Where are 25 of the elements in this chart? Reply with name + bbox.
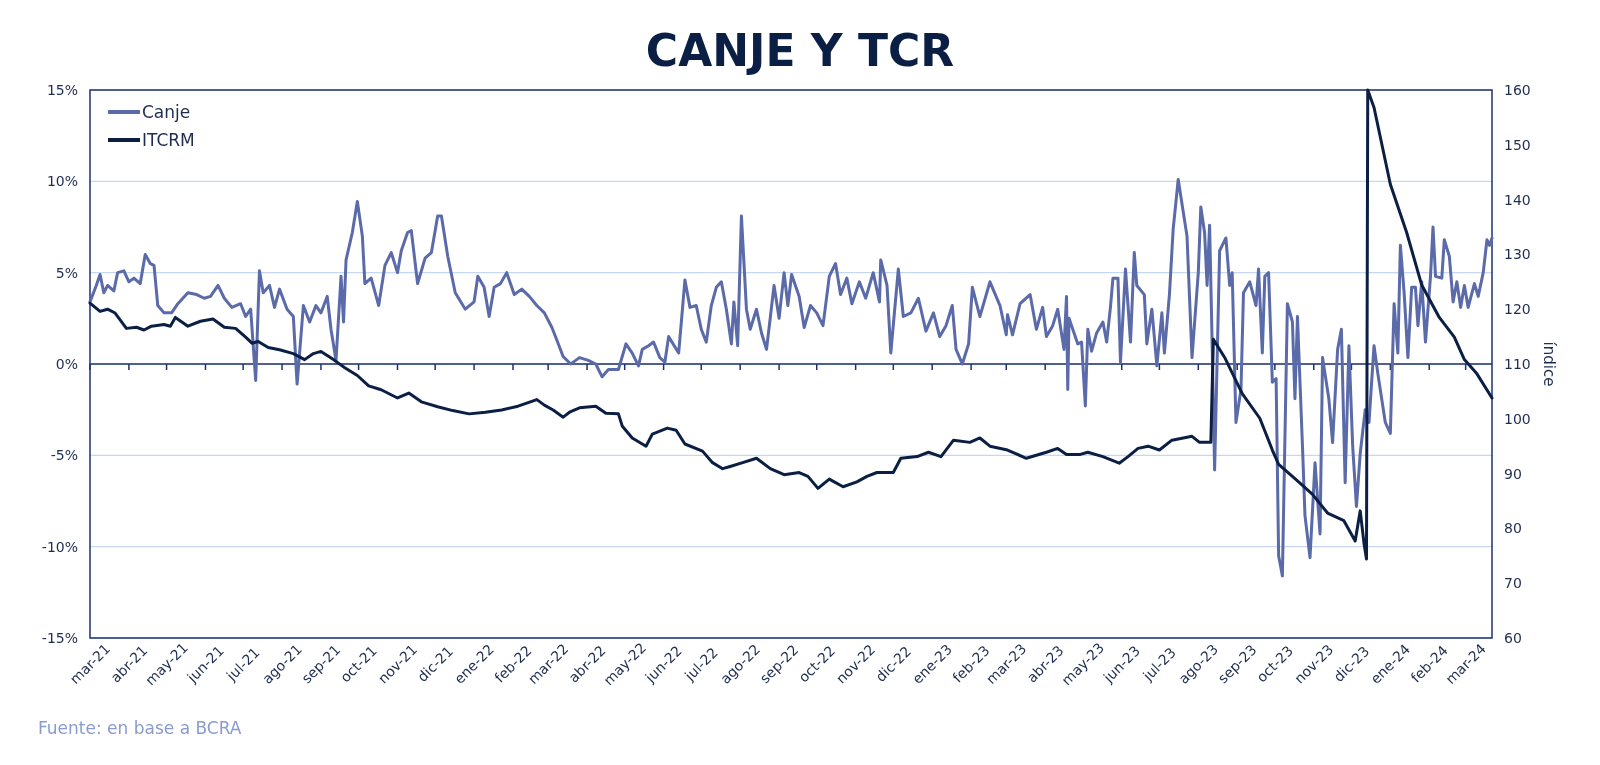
y-tick-label: -15%	[41, 629, 78, 646]
y2-tick-label: 60	[1504, 629, 1522, 646]
y2-tick-label: 90	[1504, 465, 1522, 482]
chart-title: CANJE Y TCR	[645, 25, 955, 76]
line-series	[88, 178, 1494, 578]
line-series	[88, 88, 1494, 561]
legend-label: ITCRM	[142, 130, 195, 150]
y2-axis-title: índice	[1540, 341, 1558, 387]
y2-tick-label: 100	[1504, 410, 1531, 427]
y2-tick-label: 120	[1504, 301, 1531, 318]
source-note: Fuente: en base a BCRA	[38, 718, 242, 738]
y2-tick-label: 130	[1504, 246, 1531, 263]
y-tick-label: -10%	[41, 538, 78, 555]
y-tick-label: -5%	[50, 447, 78, 464]
y2-tick-label: 140	[1504, 191, 1531, 208]
y2-tick-label: 160	[1504, 81, 1531, 98]
y-tick-label: 5%	[55, 264, 78, 281]
y-tick-label: 15%	[46, 81, 78, 98]
y-tick-label: 0%	[55, 355, 78, 372]
y2-tick-label: 150	[1504, 136, 1531, 153]
y2-tick-label: 110	[1504, 355, 1531, 372]
y2-tick-label: 80	[1504, 520, 1522, 537]
legend-label: Canje	[142, 102, 191, 122]
y-tick-label: 10%	[46, 173, 78, 190]
y2-tick-label: 70	[1504, 575, 1522, 592]
